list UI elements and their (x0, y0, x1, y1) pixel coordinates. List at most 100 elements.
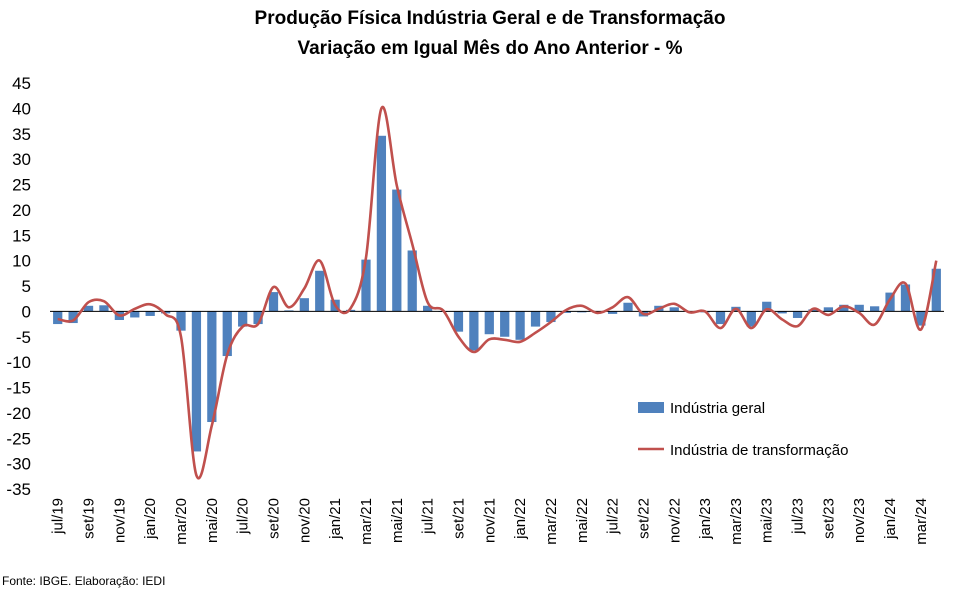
x-tick-label: nov/23 (851, 498, 868, 543)
legend-swatch-industria-geral (638, 402, 664, 413)
x-tick-label: set/19 (81, 498, 98, 539)
bar (53, 311, 63, 325)
bar (854, 304, 864, 312)
x-tick-label: mai/23 (759, 498, 776, 543)
y-axis: 45 40 35 30 25 20 15 10 5 0 -5 -10 -15 -20 -25 -30 -35 (6, 74, 31, 499)
bar (530, 311, 541, 327)
bar (885, 292, 895, 312)
x-tick-label: mar/24 (913, 498, 930, 545)
bar (315, 270, 325, 312)
chart-subtitle: Variação em Igual Mês do Ano Anterior - … (297, 38, 682, 59)
bar (669, 307, 679, 312)
x-tick-label: jan/23 (697, 498, 714, 540)
y-tick-label: -5 (16, 328, 31, 347)
x-tick-label: nov/19 (111, 498, 128, 543)
bar (607, 311, 618, 314)
y-tick-label: 5 (22, 277, 31, 296)
bar (484, 311, 494, 335)
bar (623, 302, 633, 312)
bar (268, 292, 279, 312)
bar (870, 306, 880, 312)
bar (931, 268, 941, 312)
y-tick-label: -30 (6, 455, 31, 474)
source-note: Fonte: IBGE. Elaboração: IEDI (2, 574, 166, 588)
bar (222, 311, 232, 357)
bar (777, 311, 787, 314)
bar (238, 311, 248, 327)
bar (392, 189, 402, 312)
chart-title: Produção Física Indústria Geral e de Tra… (255, 8, 726, 29)
bar (145, 311, 155, 316)
y-tick-label: -35 (6, 480, 31, 499)
bar (83, 305, 94, 312)
bar (762, 301, 772, 312)
y-tick-label: 20 (12, 201, 31, 220)
bar (561, 311, 571, 313)
bar (191, 311, 202, 452)
bar (253, 311, 263, 325)
bar (839, 304, 849, 312)
x-tick-label: jan/24 (882, 498, 899, 540)
bar (546, 311, 556, 323)
bar (284, 310, 294, 312)
y-tick-label: -10 (6, 353, 31, 372)
y-tick-label: -20 (6, 404, 31, 423)
bar (792, 311, 803, 318)
bar (299, 298, 309, 312)
bar-series-industria-geral (53, 135, 941, 452)
x-axis: jul/19 set/19 nov/19 jan/20 mar/20 mai/20 jul/… (50, 498, 930, 545)
bar (376, 135, 387, 312)
y-tick-label: 0 (22, 302, 31, 321)
x-tick-label: jul/22 (605, 498, 622, 535)
x-tick-label: jul/23 (790, 498, 807, 535)
y-tick-label: 35 (12, 125, 31, 144)
x-tick-label: jul/21 (420, 498, 437, 535)
x-tick-label: mar/22 (543, 498, 560, 545)
x-tick-label: nov/21 (481, 498, 498, 543)
bar (453, 311, 464, 332)
bar (160, 311, 171, 314)
x-tick-label: mai/22 (574, 498, 591, 543)
bar (823, 307, 834, 312)
x-tick-label: jan/21 (327, 498, 344, 540)
x-tick-label: set/20 (266, 498, 283, 539)
x-tick-label: nov/22 (666, 498, 683, 543)
x-tick-label: mar/23 (728, 498, 745, 545)
bar (577, 311, 587, 313)
y-tick-label: -25 (6, 429, 31, 448)
bar (808, 309, 818, 312)
y-tick-label: 45 (12, 74, 31, 93)
bar (900, 284, 911, 312)
bar (207, 311, 217, 423)
x-tick-label: nov/20 (296, 498, 313, 543)
x-tick-label: mai/20 (204, 498, 221, 543)
bar (130, 311, 140, 318)
bar (715, 311, 726, 325)
x-tick-label: mar/20 (173, 498, 190, 545)
bar (916, 311, 926, 326)
bar (469, 311, 479, 351)
legend-label-industria-geral: Indústria geral (670, 400, 765, 417)
y-tick-label: 30 (12, 150, 31, 169)
bar (515, 311, 525, 340)
y-tick-label: 25 (12, 176, 31, 195)
bar (68, 311, 78, 324)
y-tick-label: 40 (12, 99, 31, 118)
x-tick-label: set/21 (451, 498, 468, 539)
bar (176, 311, 186, 331)
bar (345, 309, 356, 312)
bar (407, 250, 417, 312)
y-tick-label: 15 (12, 226, 31, 245)
legend: Indústria geral Indústria de transformaç… (638, 400, 848, 459)
y-tick-label: 10 (12, 252, 31, 271)
y-tick-label: -15 (6, 379, 31, 398)
x-tick-label: set/23 (820, 498, 837, 539)
bar (361, 259, 371, 312)
x-tick-label: jul/20 (235, 498, 252, 535)
x-tick-label: jul/19 (50, 498, 67, 535)
line-series-industria-transformacao (57, 105, 938, 480)
x-tick-label: jan/22 (512, 498, 529, 540)
x-tick-label: mai/21 (389, 498, 406, 543)
x-tick-label: set/22 (635, 498, 652, 539)
